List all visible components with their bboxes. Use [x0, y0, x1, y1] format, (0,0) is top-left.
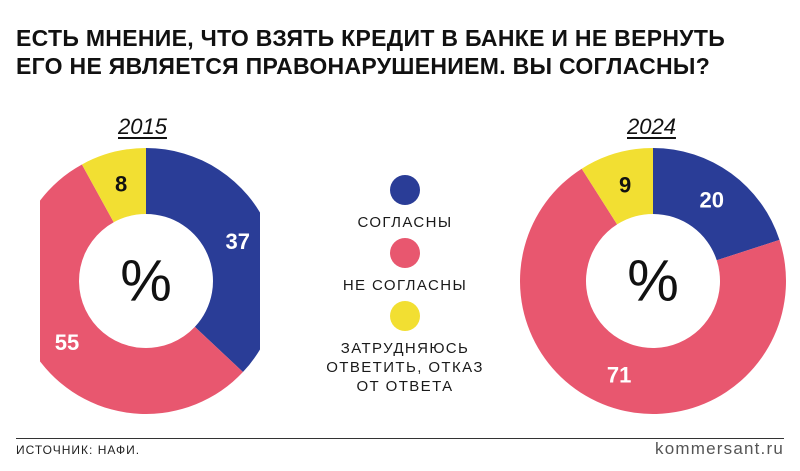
- legend-swatch-disagree: [390, 238, 420, 268]
- slice-2024-undecided: [581, 148, 653, 225]
- source-note: ИСТОЧНИК: НАФИ.: [16, 443, 141, 457]
- data-label-2015-disagree: 55: [55, 330, 79, 355]
- center-percent-label-2015: %: [120, 249, 172, 314]
- slice-2024-agree: [653, 148, 780, 261]
- data-label-2024-agree: 20: [700, 188, 724, 213]
- donut-chart-2024: 20 71 9%: [520, 148, 786, 414]
- legend-swatch-undecided: [390, 301, 420, 331]
- slice-2015-undecided: [81, 148, 146, 223]
- data-label-2024-disagree: 71: [607, 363, 631, 388]
- data-label-2015-undecided: 8: [115, 172, 127, 197]
- title-line-1: ЕСТЬ МНЕНИЕ, ЧТО ВЗЯТЬ КРЕДИТ В БАНКЕ И …: [16, 25, 726, 51]
- legend-label-undecided: ЗАТРУДНЯЮСЬ ОТВЕТИТЬ, ОТКАЗ ОТ ОТВЕТА: [326, 340, 484, 395]
- year-label-2024: 2024: [627, 114, 676, 139]
- data-label-2024-undecided: 9: [619, 172, 631, 197]
- year-label-2015: 2015: [118, 114, 167, 139]
- brand-link[interactable]: kommersant.ru: [655, 439, 784, 458]
- title-line-2: ЕГО НЕ ЯВЛЯЕТСЯ ПРАВОНАРУШЕНИЕМ. ВЫ СОГЛ…: [16, 53, 711, 79]
- data-label-2015-agree: 37: [226, 229, 250, 254]
- slice-2015-disagree: [40, 164, 243, 414]
- legend-item-disagree: НЕ СОГЛАСНЫ: [320, 238, 490, 295]
- slice-2015-agree: [146, 148, 260, 373]
- footer-divider: [16, 438, 784, 439]
- legend-swatch-agree: [390, 175, 420, 205]
- slice-2024-disagree: [520, 168, 786, 414]
- legend-item-agree: СОГЛАСНЫ: [320, 175, 490, 232]
- legend-item-undecided: ЗАТРУДНЯЮСЬ ОТВЕТИТЬ, ОТКАЗ ОТ ОТВЕТА: [320, 301, 490, 396]
- chart-title: ЕСТЬ МНЕНИЕ, ЧТО ВЗЯТЬ КРЕДИТ В БАНКЕ И …: [16, 24, 786, 80]
- center-percent-label-2024: %: [627, 249, 679, 314]
- legend-label-agree: СОГЛАСНЫ: [357, 214, 453, 231]
- legend-label-disagree: НЕ СОГЛАСНЫ: [342, 277, 468, 294]
- donut-chart-2015: 37 55 8%: [40, 148, 260, 414]
